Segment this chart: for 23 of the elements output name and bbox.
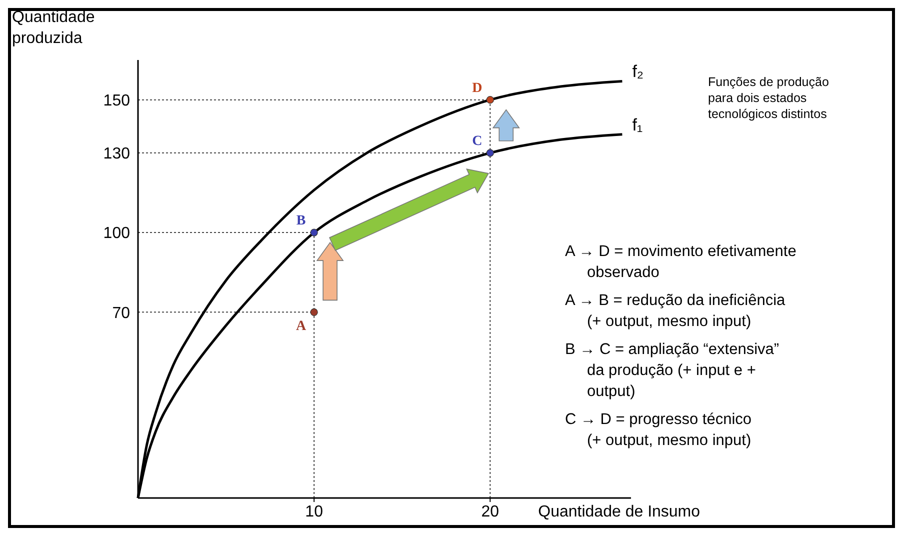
series-label: f₂ [632,62,644,82]
data-label: B [296,214,306,229]
y-axis-title: Quantidade produzida [12,9,95,47]
x-tick-label: 20 [481,503,500,520]
y-tick-label: 150 [103,92,130,110]
x-axis-title: Quantidade de Insumo [538,503,700,520]
data-label: A [296,319,308,334]
point [486,96,494,104]
text: Funções de produção para dois estados tecnológicos distintos [708,75,829,121]
series-label: f₁ [632,115,643,134]
annotation: C → D = progresso técnico (+ output, mesmo input) [565,411,752,449]
point [310,308,318,316]
annotation: B → C = ampliação “extensiva” da produção (+ input e + output) [565,341,780,400]
y-tick-label: 100 [103,225,130,242]
point [486,149,494,157]
annotation: A → B = redução da ineficiência (+ output, mesmo input) [565,292,786,330]
y-tick-label: 70 [112,304,130,322]
point [310,228,318,236]
data-label: D [472,80,482,96]
y-tick-label: 130 [103,146,130,163]
data-label: C [472,134,482,149]
annotation: A → D = movimento efetivamente observado [565,243,796,281]
x-tick-label: 10 [305,503,324,520]
